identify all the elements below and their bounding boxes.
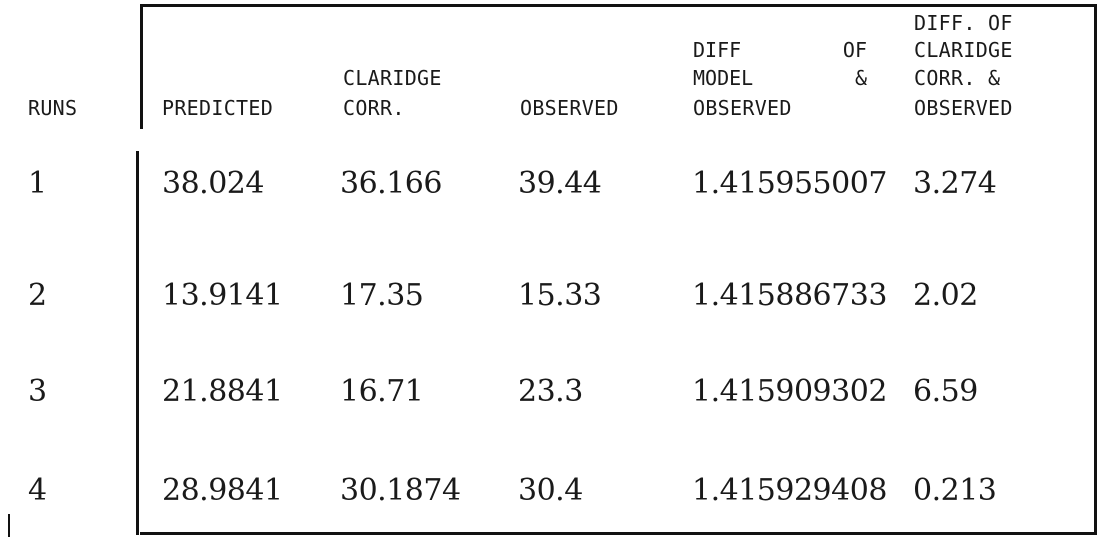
runs-column-tick [8, 514, 10, 537]
row-3-diff-claridge: 6.59 [913, 374, 978, 409]
row-4-predicted: 28.9841 [162, 473, 283, 508]
header-diff-model-line3: OBSERVED [693, 96, 792, 120]
row-1-predicted: 38.024 [162, 166, 264, 201]
header-diff-claridge-line3: CORR. & [914, 66, 1001, 90]
row-4-observed: 30.4 [518, 473, 583, 508]
header-runs: RUNS [28, 96, 78, 120]
header-diff-claridge-line1: DIFF. OF [914, 11, 1013, 35]
row-1-diff-claridge: 3.274 [913, 166, 997, 201]
row-3-observed: 23.3 [518, 374, 583, 409]
row-2-run: 2 [28, 278, 47, 313]
row-1-diff-model: 1.415955007 [692, 166, 887, 201]
row-4-diff-claridge: 0.213 [913, 473, 997, 508]
row-4-claridge: 30.1874 [340, 473, 461, 508]
header-diff-model-line2: MODEL & [693, 66, 867, 90]
row-2-observed: 15.33 [518, 278, 602, 313]
row-1-claridge: 36.166 [340, 166, 442, 201]
header-diff-model-word-diff: DIFF [693, 38, 742, 62]
row-3-predicted: 21.8841 [162, 374, 283, 409]
header-claridge-line2: CORR. [343, 96, 405, 120]
row-1-observed: 39.44 [518, 166, 602, 201]
row-2-predicted: 13.9141 [162, 278, 283, 313]
table-top-border [140, 4, 1097, 7]
row-2-claridge: 17.35 [340, 278, 424, 313]
table-right-border [1094, 4, 1097, 535]
table-left-border-lower [136, 151, 139, 535]
row-3-run: 3 [28, 374, 47, 409]
row-4-diff-model: 1.415929408 [692, 473, 887, 508]
header-diff-claridge-line4: OBSERVED [914, 96, 1013, 120]
header-claridge-line1: CLARIDGE [343, 66, 442, 90]
row-3-claridge: 16.71 [340, 374, 424, 409]
header-diff-model-word-of: OF [842, 38, 867, 62]
row-1-run: 1 [28, 166, 47, 201]
row-4-run: 4 [28, 473, 47, 508]
header-diff-model-line1: DIFF OF [693, 38, 867, 62]
header-diff-model-word-amp: & [854, 66, 867, 90]
table-bottom-border [140, 532, 1097, 535]
header-observed: OBSERVED [520, 96, 619, 120]
table-left-border-upper [140, 4, 143, 129]
row-2-diff-model: 1.415886733 [692, 278, 887, 313]
header-diff-model-word-model: MODEL [693, 66, 754, 90]
header-predicted: PREDICTED [162, 96, 274, 120]
row-2-diff-claridge: 2.02 [913, 278, 978, 313]
row-3-diff-model: 1.415909302 [692, 374, 887, 409]
header-diff-claridge-line2: CLARIDGE [914, 38, 1013, 62]
